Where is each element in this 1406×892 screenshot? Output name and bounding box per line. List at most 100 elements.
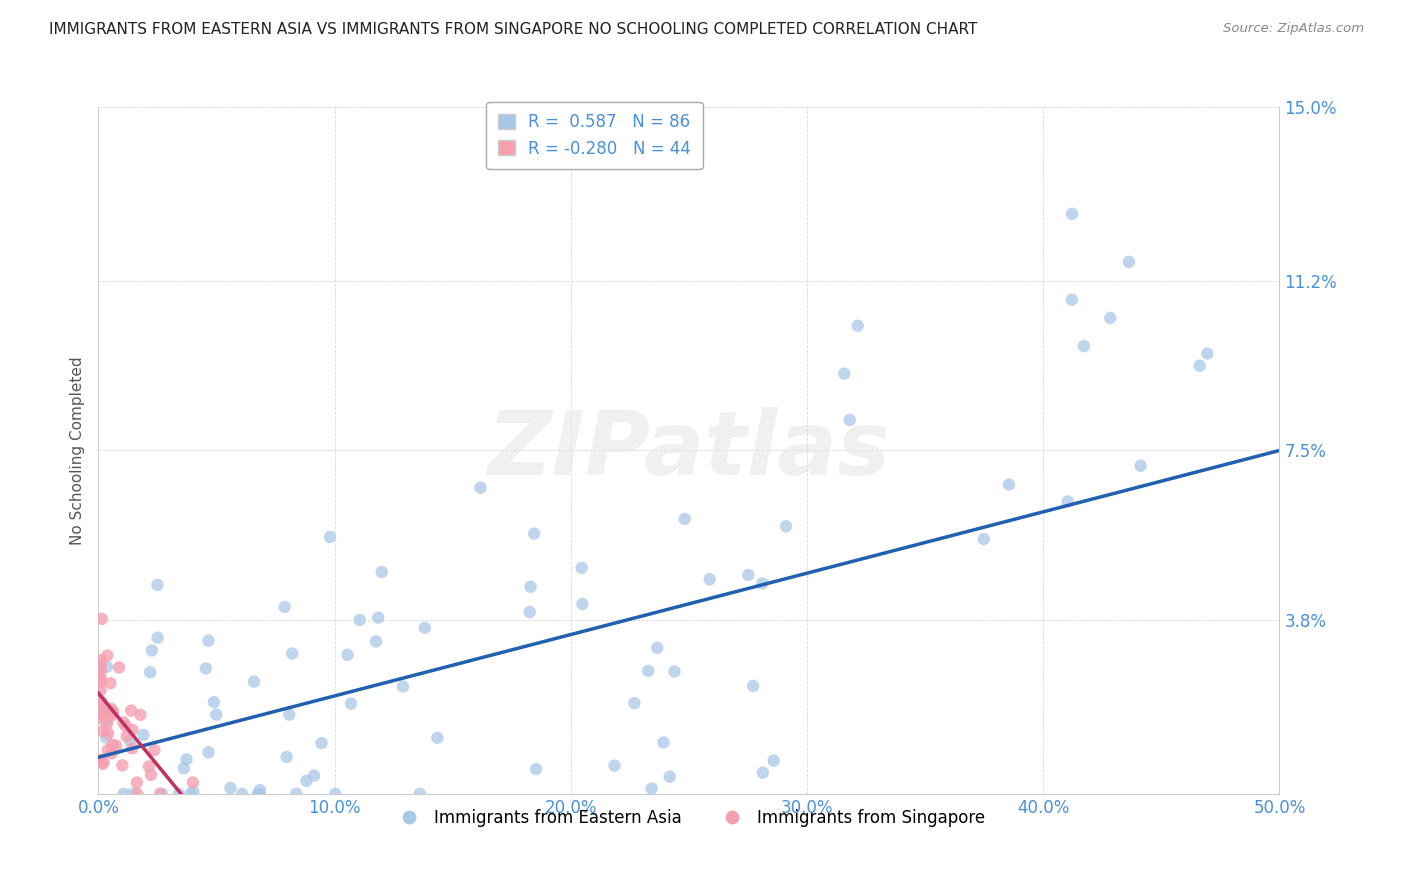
Point [637,664,659,678]
Point [846,318,869,333]
Point [1197,346,1219,360]
Point [90,671,112,685]
Point [295,773,318,788]
Point [105,739,128,753]
Point [737,568,759,582]
Point [285,787,308,801]
Point [571,561,593,575]
Point [120,734,142,748]
Point [100,708,122,723]
Point [96,648,118,663]
Point [181,775,204,789]
Point [1073,339,1095,353]
Point [658,770,681,784]
Point [141,643,163,657]
Legend: Immigrants from Eastern Asia, Immigrants from Singapore: Immigrants from Eastern Asia, Immigrants… [387,802,991,834]
Point [115,729,138,743]
Point [100,702,122,716]
Point [111,758,134,772]
Point [673,512,696,526]
Point [1099,310,1122,325]
Point [90,696,112,710]
Point [1188,359,1211,373]
Point [139,768,162,782]
Point [832,367,855,381]
Point [231,787,253,801]
Point [664,665,686,679]
Point [775,519,797,533]
Point [205,707,228,722]
Point [96,659,118,673]
Point [94,706,117,720]
Text: Source: ZipAtlas.com: Source: ZipAtlas.com [1223,22,1364,36]
Point [167,787,190,801]
Point [274,599,297,614]
Point [202,695,225,709]
Point [146,631,169,645]
Point [90,753,112,767]
Y-axis label: No Schooling Completed: No Schooling Completed [69,356,84,545]
Point [1062,207,1084,221]
Point [519,605,541,619]
Point [752,765,775,780]
Point [998,477,1021,491]
Point [524,762,547,776]
Point [699,572,721,586]
Point [146,578,169,592]
Point [247,787,270,801]
Point [219,780,242,795]
Point [302,769,325,783]
Point [364,634,387,648]
Point [90,707,112,722]
Point [91,756,114,771]
Point [90,695,112,709]
Point [243,674,266,689]
Point [150,787,173,801]
Point [180,787,202,801]
Point [194,661,217,675]
Point [93,756,115,770]
Point [426,731,449,745]
Point [413,621,436,635]
Point [340,697,363,711]
Point [120,704,142,718]
Point [249,783,271,797]
Point [311,736,333,750]
Point [276,750,298,764]
Point [139,665,162,680]
Point [336,648,359,662]
Point [96,714,118,728]
Point [367,610,389,624]
Point [100,676,122,690]
Point [751,576,773,591]
Point [742,679,765,693]
Point [96,717,118,731]
Point [1060,293,1083,307]
Point [278,707,301,722]
Point [640,781,662,796]
Point [97,743,120,757]
Point [523,526,546,541]
Point [132,728,155,742]
Point [101,706,124,720]
Point [90,664,112,678]
Point [470,481,492,495]
Point [323,787,346,801]
Point [121,723,143,737]
Point [101,738,124,752]
Point [173,761,195,775]
Point [176,752,198,766]
Point [91,724,114,739]
Point [125,775,148,789]
Point [762,754,785,768]
Point [90,704,112,718]
Point [519,580,541,594]
Point [101,704,124,718]
Point [90,711,112,725]
Point [90,683,112,698]
Point [1118,255,1140,269]
Text: ZIPatlas: ZIPatlas [488,407,890,494]
Point [114,719,136,733]
Point [623,696,645,710]
Point [571,597,593,611]
